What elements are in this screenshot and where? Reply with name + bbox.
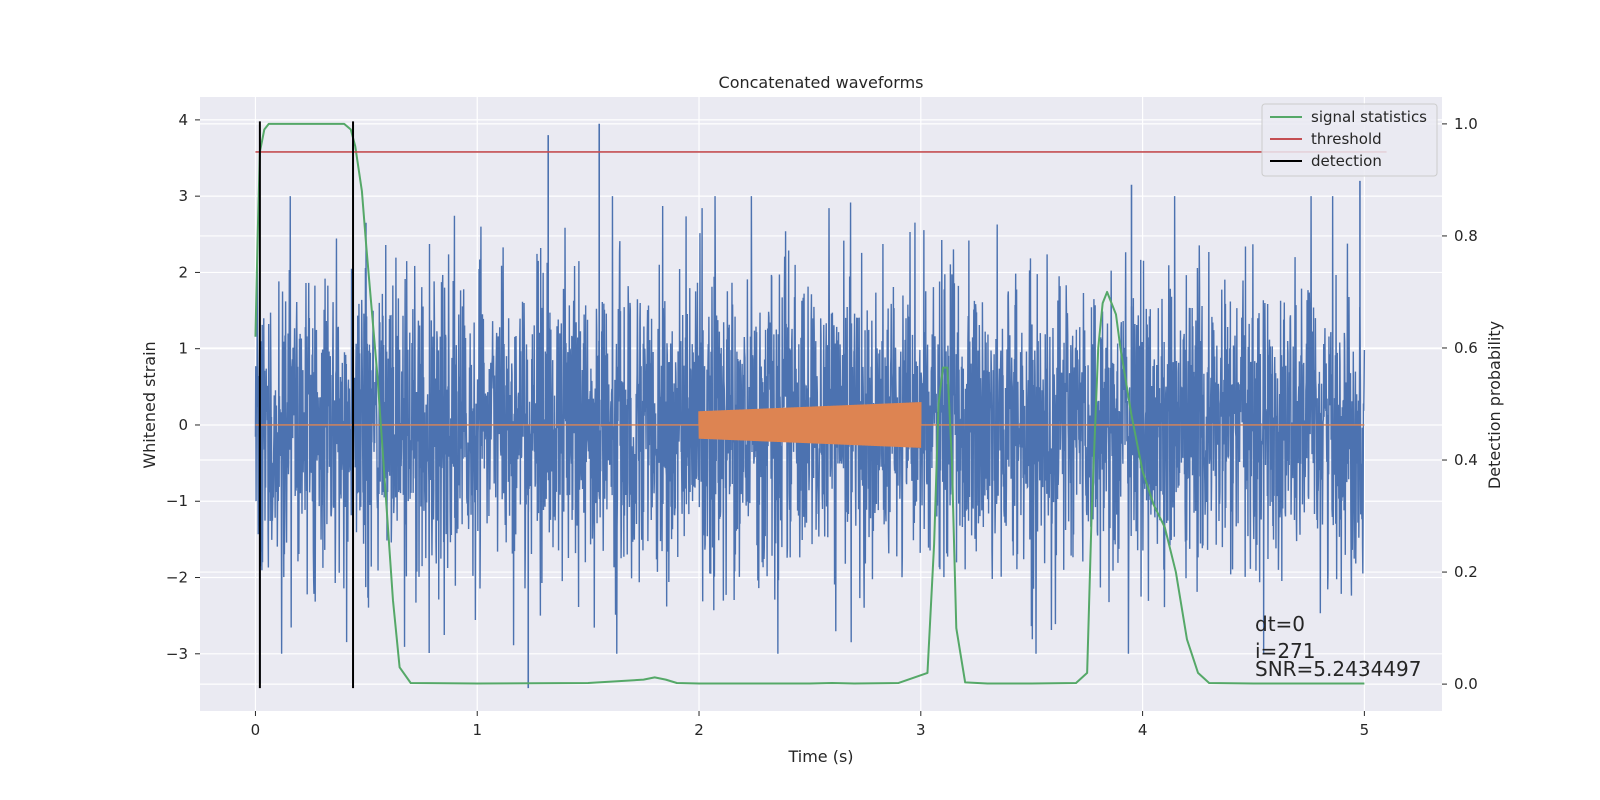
y-tick-label: −1 xyxy=(166,492,188,510)
annotation-dt: dt=0 xyxy=(1255,612,1305,636)
series-injection-line xyxy=(255,402,1365,448)
annotation-snr: SNR=5.2434497 xyxy=(1255,657,1421,681)
y-tick-label: 1 xyxy=(178,340,188,358)
legend-box xyxy=(1261,103,1438,177)
legend: signal statistics threshold detection xyxy=(1261,103,1438,177)
annotation-index: i=271 xyxy=(1255,639,1316,663)
legend-label-detection: detection xyxy=(1311,152,1382,170)
y-tick-label: −3 xyxy=(166,645,188,663)
x-axis-label: Time (s) xyxy=(787,747,853,766)
y-tick-label: 0 xyxy=(178,416,188,434)
y-tick-label: 4 xyxy=(178,111,188,129)
y-axis-ticks: −3 −2 −1 0 1 2 3 4 xyxy=(166,111,200,663)
y-axis-label: Whitened strain xyxy=(140,341,159,468)
x-tick-label: 4 xyxy=(1138,721,1148,739)
x-tick-label: 5 xyxy=(1360,721,1370,739)
y-tick-label: −2 xyxy=(166,569,188,587)
x-tick-label: 1 xyxy=(472,721,482,739)
legend-label-signal-statistics: signal statistics xyxy=(1311,108,1427,126)
y2-tick-label: 0.6 xyxy=(1454,339,1478,357)
y2-axis-ticks: 0.0 0.2 0.4 0.6 0.8 1.0 xyxy=(1442,115,1478,693)
y2-axis-label: Detection probability xyxy=(1485,321,1504,489)
x-tick-label: 2 xyxy=(694,721,704,739)
y2-tick-label: 1.0 xyxy=(1454,115,1478,133)
series-layer xyxy=(254,121,1387,689)
y-tick-label: 2 xyxy=(178,263,188,281)
y2-tick-label: 0.0 xyxy=(1454,675,1478,693)
x-tick-label: 3 xyxy=(916,721,926,739)
legend-label-threshold: threshold xyxy=(1311,130,1382,148)
y-tick-label: 3 xyxy=(178,187,188,205)
chart-title: Concatenated waveforms xyxy=(719,73,924,92)
y2-tick-label: 0.8 xyxy=(1454,227,1478,245)
y2-tick-label: 0.4 xyxy=(1454,451,1478,469)
x-axis-ticks: 0 1 2 3 4 5 xyxy=(251,711,1369,739)
x-tick-label: 0 xyxy=(251,721,261,739)
y2-tick-label: 0.2 xyxy=(1454,563,1478,581)
